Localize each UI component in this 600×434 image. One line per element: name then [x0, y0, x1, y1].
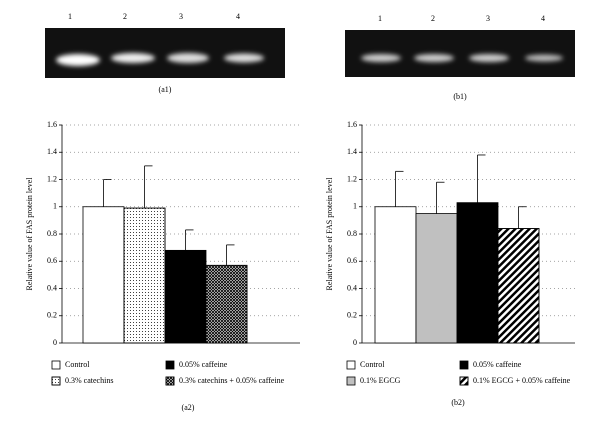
legend-swatch	[165, 360, 175, 370]
bar	[456, 202, 499, 344]
y-tick-label: 0.6	[47, 256, 57, 265]
y-tick-label: 0.8	[347, 229, 357, 238]
legend-label: Control	[65, 360, 90, 369]
gel-bands	[56, 53, 264, 66]
lane-label: 4	[236, 12, 240, 21]
gel-image	[45, 28, 285, 78]
y-tick-label: 0	[353, 338, 357, 347]
legend-label: Control	[360, 360, 385, 369]
bar	[374, 206, 417, 344]
legend-swatch	[346, 360, 356, 370]
legend-swatch	[346, 376, 356, 386]
y-axis-label: Relative value of FAS protein level	[25, 177, 34, 291]
gel-caption: (a1)	[159, 85, 172, 94]
y-tick-label: 1.2	[47, 174, 57, 183]
y-tick-label: 1.4	[47, 147, 57, 156]
lane-label: 3	[179, 12, 183, 21]
y-tick-label: 0	[53, 338, 57, 347]
y-tick-label: 1.4	[347, 147, 357, 156]
y-tick-label: 1	[53, 202, 57, 211]
bar-pattern	[123, 207, 166, 344]
lane-label: 1	[378, 14, 382, 23]
legend-label: 0.05% caffeine	[473, 360, 522, 369]
legend-swatch-pattern	[51, 376, 61, 386]
legend-label: 0.3% catechins + 0.05% caffeine	[179, 376, 285, 385]
bar	[415, 213, 458, 344]
lane-label: 2	[123, 12, 127, 21]
legend-swatch	[51, 360, 61, 370]
legend-label: 0.1% EGCG	[360, 376, 401, 385]
y-tick-label: 0.8	[47, 229, 57, 238]
lane-label: 2	[431, 14, 435, 23]
legend-swatch-pattern	[165, 376, 175, 386]
legend-label: 0.3% catechins	[65, 376, 113, 385]
bar	[164, 249, 207, 344]
lane-label: 4	[541, 14, 545, 23]
y-tick-label: 0.2	[347, 311, 357, 320]
lane-label: 3	[486, 14, 490, 23]
gel-bands	[361, 54, 563, 62]
legend-swatch	[459, 360, 469, 370]
y-tick-label: 1.6	[47, 120, 57, 129]
legend-swatch-pattern	[459, 376, 469, 386]
y-tick-label: 0.6	[347, 256, 357, 265]
legend-label: 0.1% EGCG + 0.05% caffeine	[473, 376, 571, 385]
bar-pattern	[205, 264, 248, 344]
y-tick-label: 0.2	[47, 311, 57, 320]
gel-image	[345, 30, 575, 77]
chart-caption: (a2)	[182, 403, 195, 412]
y-tick-label: 1.2	[347, 174, 357, 183]
gel-caption: (b1)	[453, 92, 467, 101]
y-axis-label: Relative value of FAS protein level	[325, 177, 334, 291]
y-tick-label: 1.6	[347, 120, 357, 129]
y-tick-label: 1	[353, 202, 357, 211]
bar	[82, 206, 125, 344]
chart-caption: (b2)	[451, 398, 465, 407]
y-tick-label: 0.4	[47, 283, 57, 292]
y-tick-label: 0.4	[347, 283, 357, 292]
bar-pattern	[497, 228, 540, 344]
lane-label: 1	[68, 12, 72, 21]
legend-label: 0.05% caffeine	[179, 360, 228, 369]
